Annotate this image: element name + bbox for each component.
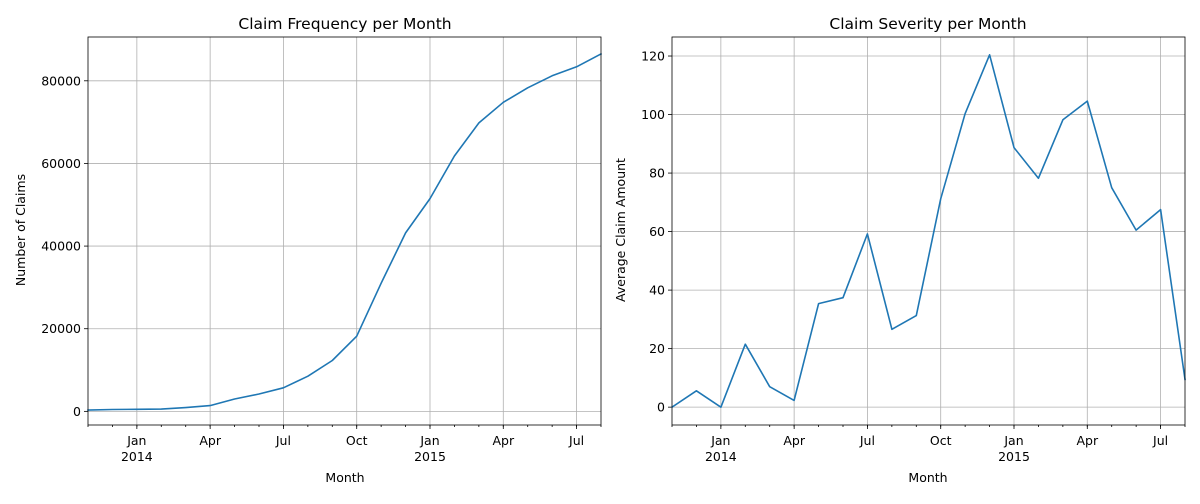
x-tick-label: Apr xyxy=(783,433,805,448)
y-tick-label: 20 xyxy=(649,341,665,356)
x-axis-label: Month xyxy=(325,470,364,485)
x-tick-label: Jul xyxy=(859,433,875,448)
x-tick-year-label: 2014 xyxy=(121,449,153,464)
y-tick-label: 60 xyxy=(649,224,665,239)
x-tick-label: Oct xyxy=(346,433,368,448)
y-tick-label: 60000 xyxy=(41,156,81,171)
y-tick-label: 120 xyxy=(641,49,665,64)
axes-frame xyxy=(671,36,1186,426)
y-tick-label: 40000 xyxy=(41,239,81,254)
y-tick-label: 80000 xyxy=(41,73,81,88)
y-axis-label: Number of Claims xyxy=(13,174,28,286)
x-tick-label: Jul xyxy=(275,433,291,448)
y-tick-label: 0 xyxy=(73,404,81,419)
x-tick-year-label: 2015 xyxy=(414,449,446,464)
series-line xyxy=(87,52,603,411)
y-tick-label: 80 xyxy=(649,166,665,181)
y-tick-label: 0 xyxy=(657,400,665,415)
x-tick-label: Jan xyxy=(710,433,730,448)
x-tick-label: Jan xyxy=(419,433,439,448)
chart-title: Claim Severity per Month xyxy=(829,15,1026,33)
x-tick-label: Apr xyxy=(492,433,514,448)
x-tick-label: Apr xyxy=(1076,433,1098,448)
x-tick-label: Apr xyxy=(199,433,221,448)
y-tick-label: 40 xyxy=(649,283,665,298)
y-tick-label: 20000 xyxy=(41,321,81,336)
chart-severity: Claim Severity per Month Month Average C… xyxy=(613,15,1186,485)
x-tick-year-label: 2015 xyxy=(998,449,1030,464)
y-axis-label: Average Claim Amount xyxy=(613,158,628,302)
x-axis-label: Month xyxy=(908,470,947,485)
axes-frame xyxy=(87,36,602,426)
x-tick-year-label: 2014 xyxy=(705,449,737,464)
x-tick-label: Jul xyxy=(568,433,584,448)
x-tick-label: Oct xyxy=(930,433,952,448)
x-tick-label: Jan xyxy=(126,433,146,448)
x-tick-label: Jul xyxy=(1152,433,1168,448)
y-tick-label: 100 xyxy=(641,107,665,122)
chart-title: Claim Frequency per Month xyxy=(238,15,451,33)
chart-frequency: Claim Frequency per Month Month Number o… xyxy=(13,15,603,485)
series-line xyxy=(670,53,1186,409)
x-tick-label: Jan xyxy=(1003,433,1023,448)
